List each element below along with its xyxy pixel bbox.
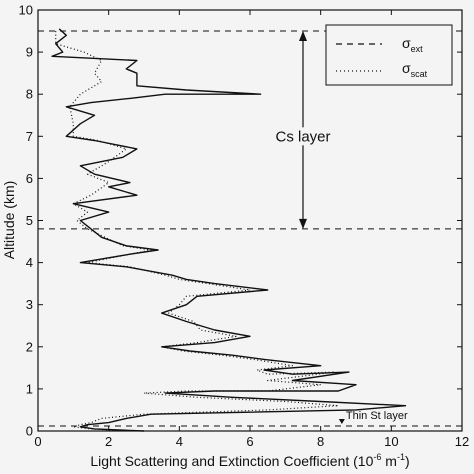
series-line-ext: [51, 28, 407, 432]
st-layer-label: Thin St layer: [346, 410, 408, 422]
legend: σext σscat: [325, 24, 453, 86]
cs-layer-arrow-bottom: [299, 218, 307, 229]
st-layer-pointer: [338, 418, 345, 424]
plot-series: [51, 28, 407, 432]
y-axis-label: Altitude (km): [1, 181, 17, 260]
x-tick-label-0: 0: [34, 434, 41, 449]
y-tick-label-10: 10: [19, 3, 33, 18]
x-tick-label-5: 10: [384, 434, 398, 449]
cs-layer-label-bg: [272, 127, 334, 146]
cs-layer-arrow-top: [299, 31, 307, 42]
x-tick-label-6: 12: [455, 434, 469, 449]
legend-label-ext: σext: [402, 35, 423, 54]
x-tick-label-3: 6: [246, 434, 253, 449]
y-tick-label-1: 1: [26, 381, 33, 396]
cs-layer-label: Cs layer: [275, 128, 330, 145]
x-tick-label-2: 4: [176, 434, 183, 449]
y-tick-label-4: 4: [26, 255, 33, 270]
y-tick-label-8: 8: [26, 87, 33, 102]
x-tick-label-1: 2: [105, 434, 112, 449]
y-tick-label-5: 5: [26, 213, 33, 228]
y-tick-label-2: 2: [26, 339, 33, 354]
legend-box: [325, 24, 453, 86]
x-tick-label-4: 8: [317, 434, 324, 449]
annotations: Cs layer Thin St layer: [272, 31, 408, 424]
series-line-scat: [55, 31, 339, 432]
y-tick-label-6: 6: [26, 171, 33, 186]
y-tick-label-0: 0: [26, 424, 33, 439]
legend-label-scat: σscat: [402, 60, 428, 79]
x-axis-label: Light Scattering and Extinction Coeffici…: [90, 452, 409, 469]
y-tick-label-9: 9: [26, 45, 33, 60]
y-tick-label-3: 3: [26, 297, 33, 312]
reference-lines: [38, 30, 462, 427]
y-tick-label-7: 7: [26, 129, 33, 144]
